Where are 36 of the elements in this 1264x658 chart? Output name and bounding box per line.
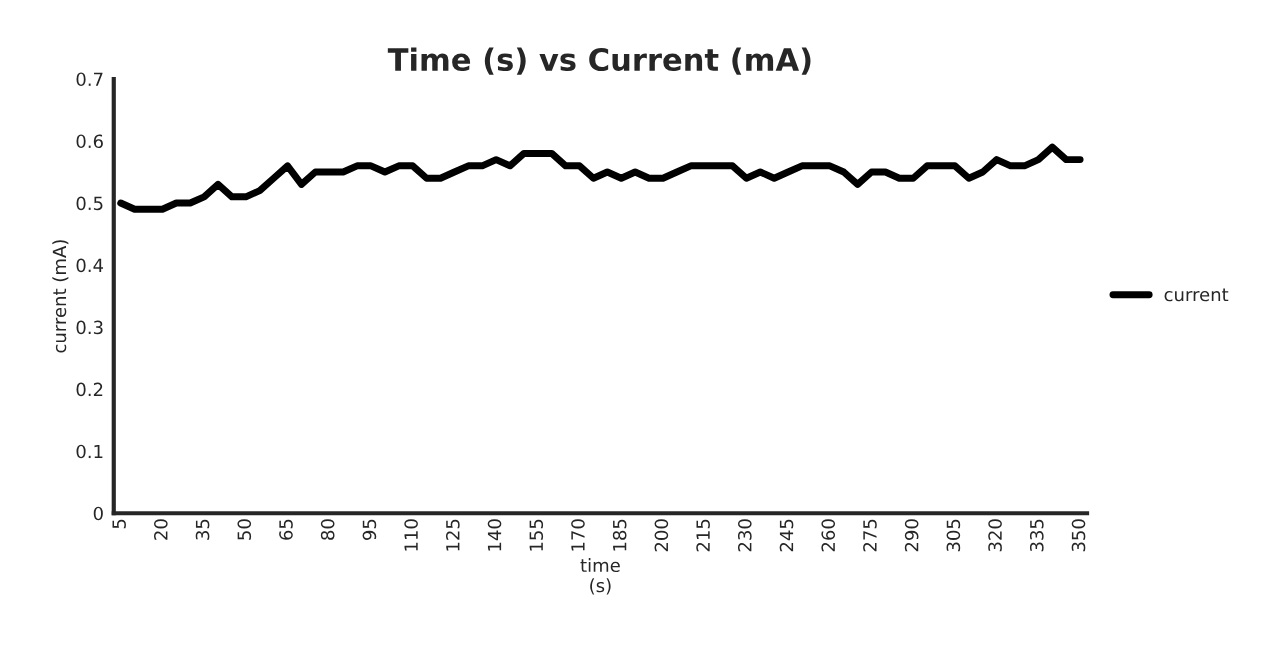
x-tick-label: 275 [863, 519, 877, 552]
x-tick-label: 320 [988, 519, 1002, 552]
legend-label: current [1164, 288, 1229, 302]
x-tick-label: 140 [487, 519, 502, 551]
x-tick-label: 50 [237, 519, 252, 540]
x-tick-label: 20 [154, 519, 168, 540]
x-tick-label: 215 [696, 519, 710, 552]
y-tick-label: 0.4 [76, 258, 104, 273]
x-tick-label: 290 [904, 519, 919, 552]
x-tick-label: 305 [946, 519, 961, 552]
chart-title: Time (s) vs Current (mA) [387, 47, 811, 75]
x-tick-label: 80 [320, 519, 335, 540]
y-tick-label: 0.5 [76, 196, 103, 211]
x-tick-label: 230 [737, 519, 752, 552]
x-tick-label: 335 [1029, 519, 1044, 552]
y-tick-label: 0.3 [76, 320, 103, 335]
y-tick-label: 0.1 [76, 444, 103, 459]
x-tick-label: 35 [195, 519, 210, 540]
y-axis-title: current (mA) [52, 240, 69, 353]
x-tick-label: 155 [529, 519, 544, 551]
x-tick-label: 185 [612, 519, 627, 551]
x-tick-label: 110 [404, 519, 418, 551]
x-axis-title: time (s) [580, 558, 620, 595]
x-tick-label: 245 [779, 519, 794, 552]
x-tick-label: 65 [279, 519, 293, 540]
x-tick-label: 200 [654, 519, 669, 552]
x-tick-label: 5 [112, 519, 126, 529]
x-tick-label: 260 [821, 519, 836, 552]
y-tick-label: 0.6 [76, 134, 103, 149]
x-tick-label: 95 [362, 519, 377, 540]
y-tick-label: 0.2 [76, 382, 103, 397]
y-tick-label: 0.7 [76, 72, 103, 87]
x-tick-label: 350 [1071, 519, 1086, 552]
y-tick-label: 0 [93, 506, 103, 521]
x-tick-label: 125 [445, 519, 460, 551]
x-tick-label: 170 [571, 519, 585, 551]
